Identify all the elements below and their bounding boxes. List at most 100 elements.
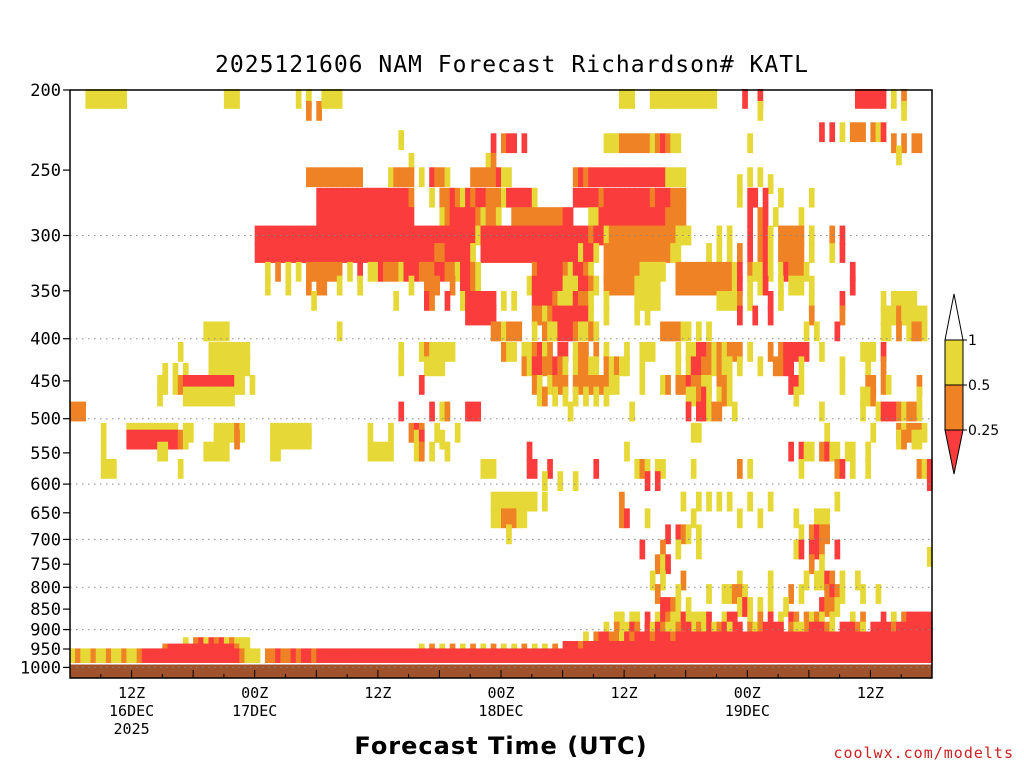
heatmap-cell (270, 243, 276, 263)
heatmap-cell (680, 570, 687, 591)
heatmap-cell (454, 422, 461, 443)
heatmap-cell (793, 539, 800, 560)
heatmap-cell (901, 429, 907, 450)
heatmap-cell (316, 261, 322, 282)
heatmap-cell (177, 459, 184, 479)
heatmap-cell (901, 648, 907, 669)
y-tick-label: 850 (30, 600, 61, 620)
heatmap-cell (757, 167, 764, 188)
heatmap-cell (526, 342, 533, 362)
heatmap-cell (747, 459, 753, 479)
heatmap-cell (839, 584, 846, 604)
heatmap-cell (911, 429, 918, 450)
heatmap-cell (685, 648, 692, 669)
heatmap-cell (542, 342, 548, 362)
heatmap-cell (398, 401, 405, 422)
heatmap-cell (731, 401, 738, 422)
heatmap-cell (100, 422, 107, 443)
heatmap-cell (778, 356, 784, 377)
heatmap-cell (675, 321, 682, 342)
heatmap-cell (557, 261, 564, 282)
heatmap-cell (434, 275, 440, 296)
heatmap-cell (706, 261, 712, 282)
heatmap-cell (608, 261, 615, 282)
heatmap-cell (690, 89, 697, 109)
heatmap-cell (295, 243, 302, 263)
heatmap-cell (680, 167, 687, 188)
x-tick-label: 12Z (857, 684, 884, 702)
heatmap-cell (808, 648, 815, 669)
heatmap-cell (901, 305, 907, 326)
heatmap-cell (747, 291, 753, 311)
heatmap-cell (490, 321, 497, 342)
heatmap-cell (675, 584, 682, 604)
heatmap-cell (408, 207, 415, 227)
heatmap-cell (475, 207, 481, 227)
heatmap-cell (485, 459, 492, 479)
heatmap-cell (798, 207, 805, 227)
heatmap-cell (567, 291, 574, 311)
heatmap-cell (182, 363, 189, 383)
heatmap-cell (388, 648, 394, 669)
y-tick-label: 750 (30, 555, 61, 575)
heatmap-cell (326, 207, 333, 227)
heatmap-cell (177, 648, 184, 669)
heatmap-cell (721, 386, 728, 407)
heatmap-cell (634, 305, 641, 326)
heatmap-cell (470, 187, 476, 208)
heatmap-cell (203, 386, 210, 407)
heatmap-cell (649, 570, 656, 591)
heatmap-cell (726, 243, 733, 263)
heatmap-cell (675, 275, 682, 296)
heatmap-cell (788, 375, 794, 395)
heatmap-cell (726, 275, 733, 296)
heatmap-cell (393, 167, 399, 188)
heatmap-cell (572, 167, 579, 188)
heatmap-cell (778, 261, 784, 282)
heatmap-cell (321, 89, 328, 109)
heatmap-cell (675, 167, 682, 188)
heatmap-cell (439, 207, 446, 227)
heatmap-cell (306, 243, 312, 263)
heatmap-cell (788, 441, 794, 462)
heatmap-cell (377, 261, 384, 282)
heatmap-cell (701, 261, 707, 282)
heatmap-cell (731, 275, 738, 296)
heatmap-cell (208, 441, 215, 462)
heatmap-cell (265, 275, 271, 296)
heatmap-cell (213, 441, 220, 462)
heatmap-cell (593, 459, 600, 479)
heatmap-cell (95, 89, 102, 109)
heatmap-cell (311, 648, 317, 669)
heatmap-cell (511, 508, 517, 529)
heatmap-cell (690, 275, 697, 296)
heatmap-cell (111, 459, 117, 479)
heatmap-cell (819, 611, 825, 632)
heatmap-cell (701, 89, 707, 109)
heatmap-cell (275, 261, 281, 282)
heatmap-cell (454, 207, 461, 227)
heatmap-cell (542, 648, 548, 669)
heatmap-cell (814, 648, 820, 669)
heatmap-cell (152, 429, 158, 450)
heatmap-cell (865, 459, 871, 479)
heatmap-cell (372, 441, 379, 462)
heatmap-cell (685, 401, 692, 422)
heatmap-cell (880, 611, 887, 632)
heatmap-cell (388, 187, 394, 208)
heatmap-cell (542, 305, 548, 326)
heatmap-cell (588, 375, 594, 395)
heatmap-cell (377, 243, 384, 263)
y-tick-label: 400 (30, 330, 61, 350)
heatmap-cell (742, 584, 748, 604)
heatmap-cell (788, 275, 794, 296)
heatmap-cell (624, 243, 630, 263)
heatmap-cell (495, 167, 502, 188)
heatmap-cell (557, 291, 564, 311)
heatmap-cell (470, 167, 476, 188)
heatmap-cell (198, 648, 204, 669)
heatmap-cell (598, 167, 605, 188)
heatmap-cell (624, 207, 630, 227)
heatmap-cell (567, 275, 574, 296)
heatmap-cell (213, 356, 220, 377)
